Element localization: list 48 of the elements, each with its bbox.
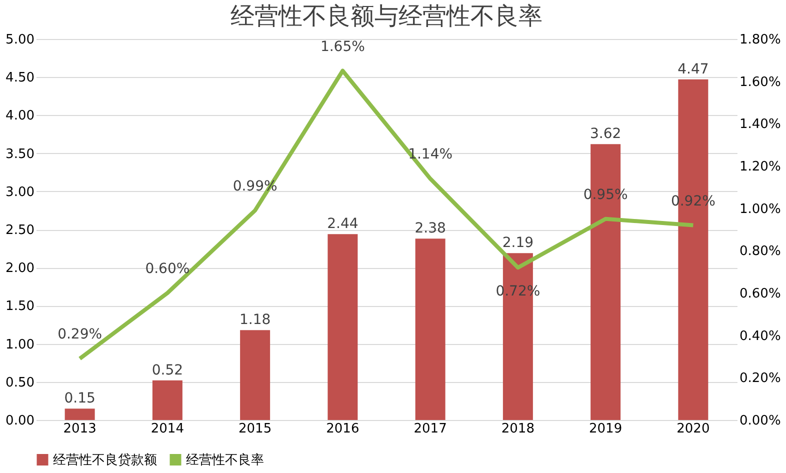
legend-label: 经营性不良率 xyxy=(186,452,264,468)
data-label: 2.19 xyxy=(502,235,534,252)
data-label: 0.52 xyxy=(152,362,184,378)
y2-tick-label: 1.20% xyxy=(740,160,781,174)
x-tick-label: 2019 xyxy=(589,422,622,436)
y2-tick-label: 1.80% xyxy=(740,32,781,48)
data-label: 4.47 xyxy=(678,61,709,78)
data-label: 0.15 xyxy=(64,390,96,407)
data-label: 2.44 xyxy=(327,216,358,232)
x-tick-label: 2013 xyxy=(63,422,96,436)
y-tick-label: 1.50 xyxy=(6,299,34,314)
y-tick-label: 0.50 xyxy=(6,375,34,390)
y2-tick-label: 0.60% xyxy=(740,286,781,302)
y2-tick-label: 0.40% xyxy=(740,328,781,344)
legend-label: 经营性不良贷款额 xyxy=(53,452,157,468)
x-tick-label: 2020 xyxy=(676,422,710,436)
x-tick-label: 2018 xyxy=(501,422,534,436)
bar xyxy=(240,330,270,420)
bar xyxy=(152,380,182,420)
y-tick-label: 0.00 xyxy=(6,414,34,428)
x-tick-label: 2014 xyxy=(150,422,184,436)
y2-tick-label: 0.80% xyxy=(740,244,781,260)
x-tick-label: 2017 xyxy=(414,422,447,436)
chart-title: 经营性不良额与经营性不良率 xyxy=(230,2,542,30)
y-tick-label: 3.50 xyxy=(6,146,34,162)
y2-tick-label: 0.20% xyxy=(740,371,781,386)
y2-tick-label: 0.00% xyxy=(740,414,781,428)
bar xyxy=(64,408,95,420)
data-label: 0.60% xyxy=(145,261,190,277)
y2-tick-label: 1.40% xyxy=(740,117,781,132)
x-tick-label: 2016 xyxy=(326,422,360,436)
bar xyxy=(328,234,358,420)
y2-tick-label: 1.60% xyxy=(740,74,781,90)
bar xyxy=(415,238,446,420)
y-tick-label: 2.00 xyxy=(6,261,34,276)
y-tick-label: 3.00 xyxy=(6,184,34,200)
y-tick-label: 4.50 xyxy=(6,70,34,86)
x-tick-label: 2015 xyxy=(238,422,272,436)
data-label: 3.62 xyxy=(590,126,622,142)
y-tick-label: 2.50 xyxy=(6,223,34,238)
y2-tick-label: 1.00% xyxy=(740,202,781,217)
data-label: 1.18 xyxy=(239,312,271,328)
y-tick-label: 5.00 xyxy=(6,32,34,48)
y-tick-label: 1.00 xyxy=(6,337,34,352)
y-tick-label: 4.00 xyxy=(6,108,34,124)
data-label: 1.65% xyxy=(320,38,365,55)
data-label: 0.29% xyxy=(58,326,102,343)
data-label: 2.38 xyxy=(414,220,446,237)
